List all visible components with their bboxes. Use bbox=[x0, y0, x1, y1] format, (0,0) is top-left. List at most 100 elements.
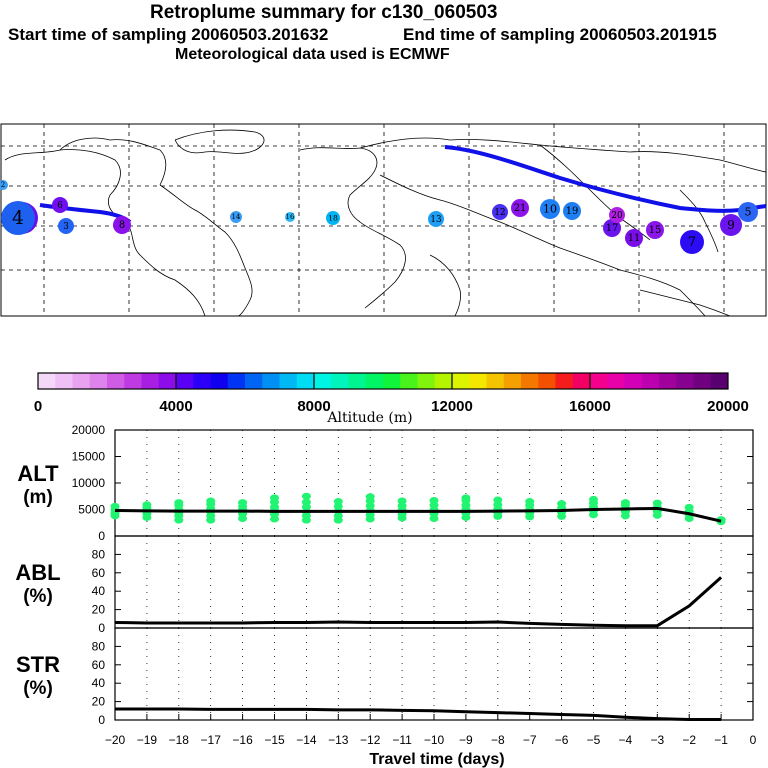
map-point-10: 10 bbox=[540, 199, 560, 219]
colorbar-cell bbox=[124, 373, 142, 389]
alt-scatter-point bbox=[333, 498, 343, 506]
str-line bbox=[115, 707, 722, 722]
colorbar-cell bbox=[107, 373, 125, 389]
x-tick-label: −2 bbox=[682, 733, 696, 747]
x-tick-label: −12 bbox=[360, 733, 381, 747]
alt-mean-line bbox=[114, 506, 722, 523]
map-point-label: 4 bbox=[12, 208, 24, 229]
map-point-marker bbox=[738, 202, 758, 222]
colorbar-cell bbox=[676, 373, 694, 389]
map-point-label: 3 bbox=[63, 222, 69, 232]
map-point-label: 15 bbox=[649, 225, 662, 236]
map-point-21: 21 bbox=[511, 199, 529, 217]
y-tick-label: 20000 bbox=[72, 423, 106, 437]
map-point-marker bbox=[720, 214, 742, 236]
alt-scatter-point bbox=[525, 498, 535, 506]
map-point-20: 20 bbox=[609, 207, 625, 223]
x-tick-label: −7 bbox=[523, 733, 537, 747]
alt-scatter-point bbox=[397, 497, 407, 505]
map-point-15: 15 bbox=[646, 221, 664, 239]
alt-scatter-point bbox=[301, 492, 311, 500]
x-tick-label: −11 bbox=[392, 733, 412, 747]
y-tick-label: 0 bbox=[98, 713, 105, 727]
alt-scatter-point bbox=[301, 498, 311, 506]
colorbar-cell bbox=[383, 373, 401, 389]
alt-scatter-point bbox=[493, 496, 503, 504]
x-tick-label: 0 bbox=[750, 733, 757, 747]
y-tick-label: 80 bbox=[92, 547, 106, 561]
x-tick-label: −6 bbox=[555, 733, 569, 747]
panel-abl: 80 60 40 20 0 ABL(%) bbox=[15, 535, 754, 635]
map-point-label: 19 bbox=[566, 206, 579, 217]
colorbar-cell bbox=[314, 373, 332, 389]
map-point-marker bbox=[540, 199, 560, 219]
map-point-marker bbox=[285, 212, 295, 222]
map-point-13: 13 bbox=[428, 211, 444, 227]
colorbar-cell bbox=[227, 373, 246, 389]
abl-line bbox=[114, 576, 723, 628]
x-tick-label: −8 bbox=[491, 733, 505, 747]
alt-scatter-point bbox=[174, 499, 184, 507]
alt-scatter-point bbox=[589, 495, 598, 503]
coastlines bbox=[4, 129, 767, 317]
colorbar-cell bbox=[331, 373, 349, 389]
map-point-label: 21 bbox=[514, 203, 527, 214]
alt-scatter-point bbox=[238, 499, 248, 507]
x-tick-label: −5 bbox=[587, 733, 601, 747]
panel-alt: 20000 15000 10000 5000 0 ALT(m) bbox=[17, 423, 754, 543]
colorbar-cell bbox=[503, 373, 522, 389]
colorbar-cell bbox=[55, 373, 73, 389]
map-point-marker bbox=[113, 216, 131, 234]
panel-label: ABL bbox=[15, 560, 60, 585]
colorbar-cell bbox=[538, 373, 556, 389]
map-point-marker bbox=[58, 218, 74, 234]
colorbar-cell bbox=[693, 373, 712, 389]
page-title: Retroplume summary for c130_060503 bbox=[150, 2, 498, 23]
x-tick-label: −1 bbox=[714, 733, 728, 747]
alt-scatter-point bbox=[270, 494, 279, 502]
panel-unit: (m) bbox=[23, 487, 53, 508]
y-tick-label: 5000 bbox=[78, 503, 105, 517]
met-data-source: Meteorological data used is ECMWF bbox=[175, 46, 450, 63]
colorbar-cell bbox=[38, 373, 56, 389]
colorbar-cell bbox=[400, 373, 418, 389]
colorbar-cell bbox=[521, 373, 539, 389]
map-point-label: 13 bbox=[430, 215, 441, 225]
colorbar-cell bbox=[572, 373, 591, 389]
start-sampling-time: Start time of sampling 20060503.201632 bbox=[8, 25, 329, 44]
map-point-marker bbox=[1, 201, 35, 235]
colorbar-cell bbox=[486, 373, 505, 389]
x-tick-label: −15 bbox=[264, 733, 285, 747]
colorbar-cell bbox=[555, 373, 574, 389]
colorbar-cell bbox=[417, 373, 436, 389]
map-point-label: 2 bbox=[1, 181, 5, 189]
x-tick-label: −9 bbox=[459, 733, 473, 747]
map-point-3: 3 bbox=[58, 218, 74, 234]
panel-frame bbox=[114, 535, 754, 629]
x-tick-label: −4 bbox=[619, 733, 633, 747]
colorbar-tick-label: 4000 bbox=[159, 398, 192, 415]
map-point-17: 17 bbox=[603, 219, 621, 237]
map-point-marker bbox=[0, 180, 8, 190]
map-point-marker bbox=[492, 204, 508, 220]
map-point-5: 5 bbox=[738, 202, 758, 222]
map-point-label: 14 bbox=[232, 213, 241, 221]
map-point-11: 11 bbox=[625, 229, 643, 247]
map-point-14: 14 bbox=[230, 211, 242, 223]
map-point-12: 12 bbox=[492, 204, 508, 220]
colorbar-label: Altitude (m) bbox=[326, 410, 412, 426]
map-point-label: 16 bbox=[286, 213, 295, 221]
colorbar-cell bbox=[279, 373, 298, 389]
y-tick-label: 15000 bbox=[72, 450, 106, 464]
colorbar-cell bbox=[452, 373, 470, 389]
alt-scatter-point bbox=[365, 493, 375, 501]
panel-label: STR bbox=[16, 652, 60, 677]
colorbar-cell bbox=[710, 373, 729, 389]
x-axis-label: Travel time (days) bbox=[369, 751, 504, 768]
alt-scatter-point bbox=[684, 503, 694, 511]
map-point-9: 9 bbox=[720, 214, 742, 236]
colorbar-cell bbox=[158, 373, 177, 389]
colorbar-cell bbox=[296, 373, 315, 389]
